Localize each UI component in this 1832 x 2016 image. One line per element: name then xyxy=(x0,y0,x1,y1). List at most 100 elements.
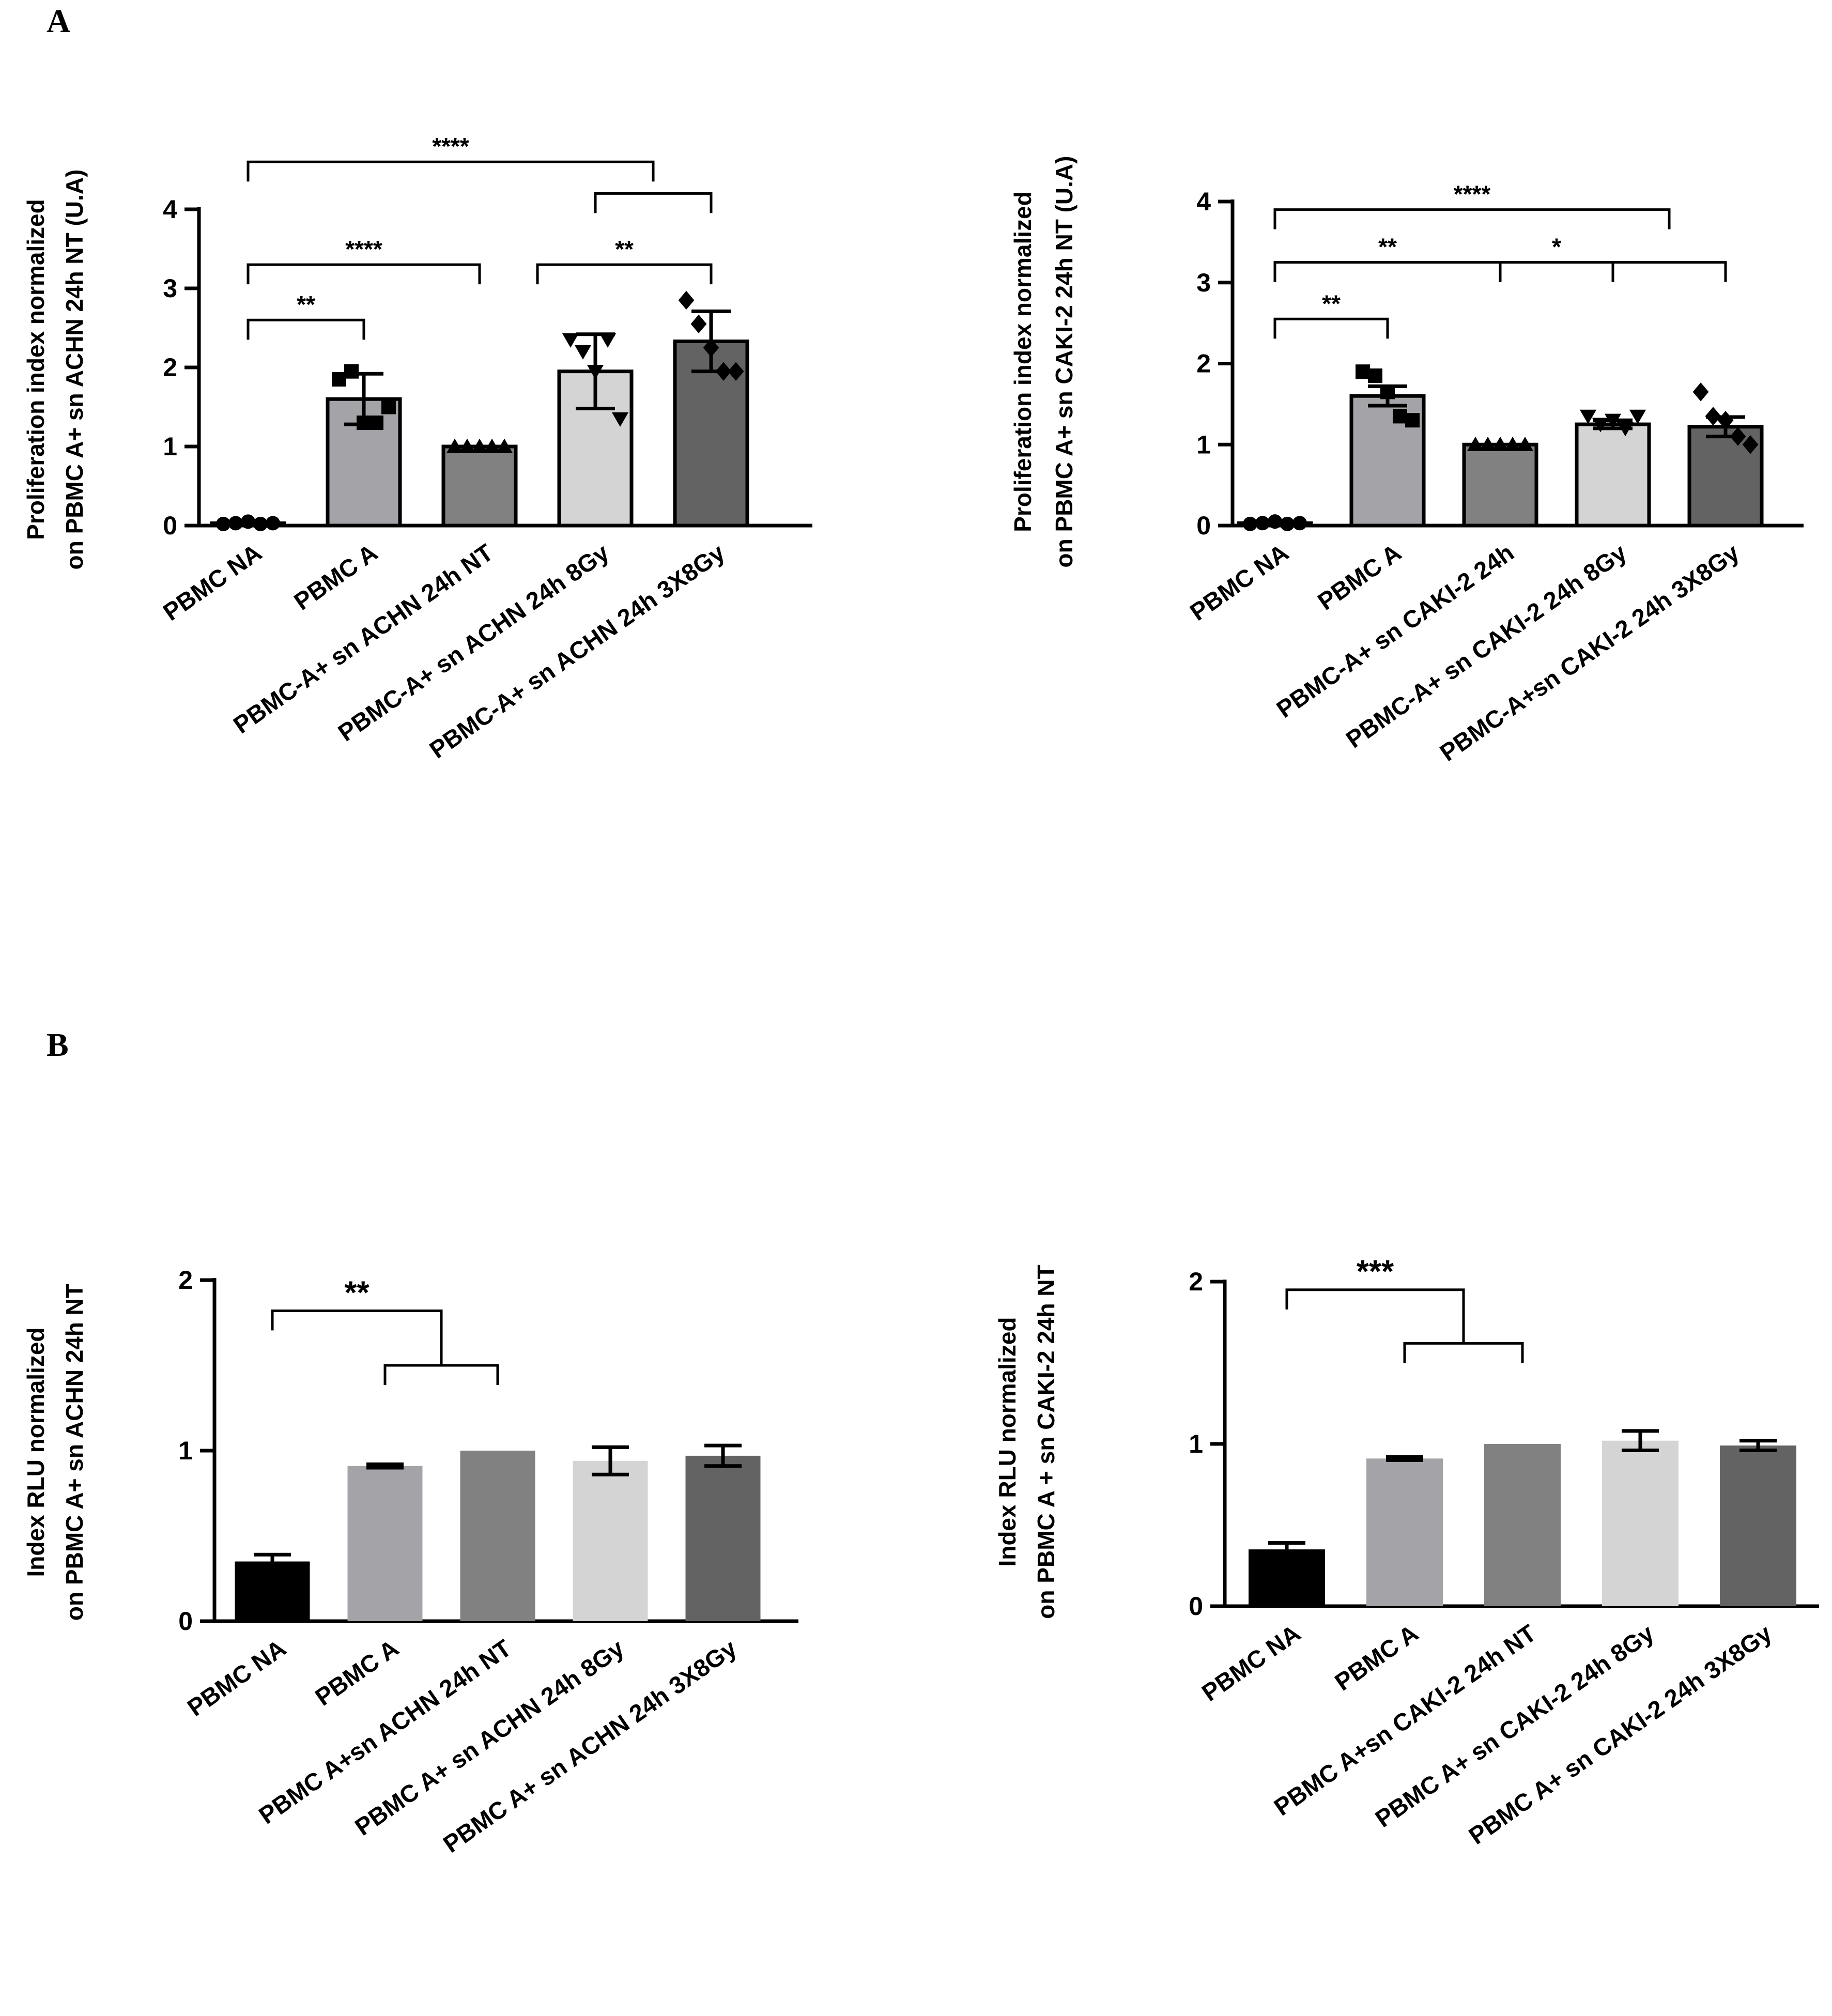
B-left-category-label: PBMC NA xyxy=(182,1634,291,1721)
A-left-category-label: PBMC NA xyxy=(158,538,267,626)
B-left-y-tick-label: 1 xyxy=(178,1436,193,1465)
B-right-y-axis-label: on PBMC A + sn CAKI-2 24h NT xyxy=(1033,1265,1059,1619)
A-right-y-tick-label: 3 xyxy=(1196,268,1211,297)
A-right-data-point xyxy=(1692,382,1709,402)
A-left-data-point xyxy=(344,364,359,379)
A-left-y-axis-label: on PBMC A+ sn ACHN 24h NT (U.A) xyxy=(61,170,88,570)
A-right-data-point xyxy=(1705,407,1721,426)
A-right-significance-bracket xyxy=(1273,261,1502,282)
A-left-data-point xyxy=(381,399,396,414)
A-left-significance-bracket xyxy=(247,160,655,182)
A-right-y-tick-label: 0 xyxy=(1196,511,1211,540)
A-right-significance-label: **** xyxy=(1454,181,1491,208)
A-right-data-point xyxy=(1467,436,1484,451)
B-right-y-tick-label: 0 xyxy=(1189,1592,1203,1621)
B-left-bar xyxy=(347,1466,423,1621)
A-left-data-point xyxy=(446,438,464,453)
A-right-data-point xyxy=(1491,436,1509,451)
A-right-data-point xyxy=(1356,364,1370,379)
A-left-significance-label: ** xyxy=(297,291,315,318)
B-left-y-axis-label: on PBMC A+ sn ACHN 24h NT xyxy=(61,1284,88,1621)
A-right-data-point xyxy=(1280,516,1295,531)
B-right-y-tick-label: 1 xyxy=(1189,1429,1203,1458)
A-left-y-axis-label: Proliferation index normalized xyxy=(22,199,49,540)
A-left-data-point xyxy=(228,516,243,531)
B-right-bar xyxy=(1366,1458,1443,1606)
A-right-significance-bracket xyxy=(1499,261,1614,282)
A-right-data-point xyxy=(1479,436,1497,451)
B-left-error-bar xyxy=(592,1445,629,1476)
A-right-data-point xyxy=(1617,422,1634,437)
B-left-significance-bracket xyxy=(383,1364,499,1385)
A-left-data-point xyxy=(562,333,579,348)
A-left-significance-bracket xyxy=(594,192,713,213)
B-right-y-axis-label: Index RLU normalized xyxy=(994,1317,1021,1566)
A-left-data-point xyxy=(216,516,230,531)
A-left-significance-bracket xyxy=(536,263,713,285)
A-left-significance-bracket xyxy=(247,318,365,340)
A-left-y-tick-label: 1 xyxy=(163,432,177,461)
panel-label-a: A xyxy=(47,3,71,39)
A-right-y-tick-label: 1 xyxy=(1196,430,1211,459)
A-right-category-label: PBMC NA xyxy=(1185,538,1294,626)
A-right-data-point xyxy=(1255,516,1270,531)
A-left-category-label: PBMC A xyxy=(289,538,382,615)
B-left-bar xyxy=(235,1561,310,1621)
A-right-data-point xyxy=(1393,409,1407,424)
A-right-data-point xyxy=(1742,435,1759,454)
A-right-bar xyxy=(1462,442,1538,528)
B-left-bar xyxy=(685,1455,761,1621)
A-right-data-point xyxy=(1592,418,1609,433)
A-right-data-point xyxy=(1730,427,1746,446)
A-right-data-point xyxy=(1243,516,1257,531)
A-left-data-point xyxy=(266,516,280,531)
B-right-bar xyxy=(1484,1444,1561,1606)
A-left-y-tick-label: 3 xyxy=(163,274,177,303)
B-right-error-bar xyxy=(1622,1429,1659,1453)
A-left-y-tick-label: 2 xyxy=(163,353,177,382)
A-right-data-point xyxy=(1405,413,1420,428)
A-left-data-point xyxy=(728,362,744,381)
B-left-y-tick-label: 2 xyxy=(178,1266,193,1295)
A-right-bar xyxy=(1575,422,1651,528)
A-right-data-point xyxy=(1516,436,1534,451)
A-right-data-point xyxy=(1268,514,1282,529)
A-right-data-point xyxy=(1504,436,1521,451)
B-left-significance-label: ** xyxy=(344,1275,370,1311)
A-right-data-point xyxy=(1717,411,1734,430)
A-left-data-point xyxy=(611,412,629,427)
A-right-significance-bracket xyxy=(1273,208,1671,229)
A-left-data-point xyxy=(458,438,476,453)
A-right-significance-label: ** xyxy=(1378,234,1397,260)
B-right-significance-bracket xyxy=(1403,1342,1524,1363)
B-right-bar xyxy=(1720,1445,1796,1606)
A-left-data-point xyxy=(496,438,513,453)
B-left-error-bar xyxy=(366,1462,404,1470)
B-right-error-bar xyxy=(1386,1455,1423,1462)
A-right-data-point xyxy=(1579,409,1597,424)
B-left-y-tick-label: 0 xyxy=(178,1607,193,1636)
A-left-data-point xyxy=(357,415,371,430)
A-left-data-point xyxy=(690,314,707,334)
A-left-data-point xyxy=(369,415,383,430)
B-left-bar xyxy=(573,1460,648,1621)
A-left-significance-label: **** xyxy=(345,236,382,263)
B-left-bar xyxy=(460,1451,535,1621)
A-left-significance-label: **** xyxy=(432,133,469,160)
A-right-data-point xyxy=(1629,409,1646,424)
A-left-data-point xyxy=(253,516,268,531)
A-right-data-point xyxy=(1380,384,1395,399)
A-right-data-point xyxy=(1604,413,1622,428)
A-right-significance-bracket xyxy=(1611,261,1727,282)
B-right-category-label: PBMC NA xyxy=(1197,1619,1305,1706)
A-right-y-axis-label: on PBMC A+ sn CAKI-2 24h NT (U.A) xyxy=(1051,156,1077,568)
A-right-y-axis-label: Proliferation index normalized xyxy=(1009,191,1036,532)
B-right-bar xyxy=(1602,1440,1679,1606)
A-right-category-label: PBMC A xyxy=(1313,538,1406,615)
A-left-data-point xyxy=(599,333,617,348)
A-left-data-point xyxy=(332,372,346,387)
panel-label-b: B xyxy=(47,1026,69,1063)
B-left-error-bar xyxy=(704,1443,742,1468)
A-right-data-point xyxy=(1368,368,1382,383)
